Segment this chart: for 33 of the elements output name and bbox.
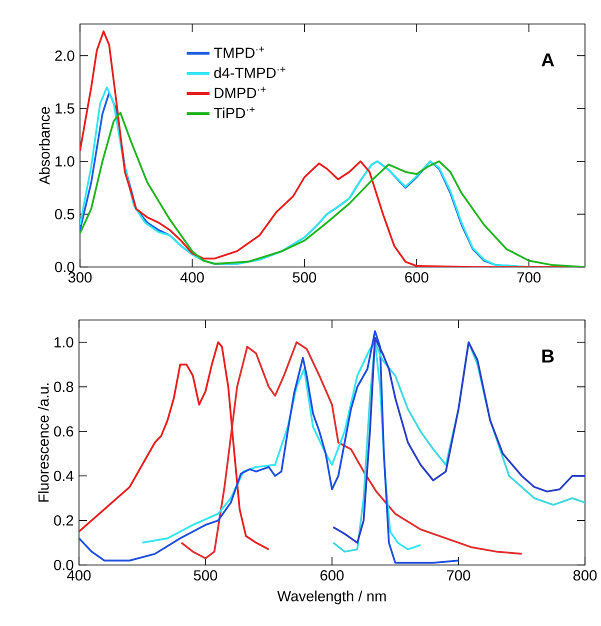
x-tick-label: 400 — [67, 570, 91, 581]
y-tick-label: 0.8 — [54, 382, 74, 392]
x-tick-label: 600 — [320, 570, 344, 581]
y-tick-label: 1.0 — [56, 156, 74, 167]
x-axis-title: Wavelength / nm — [277, 590, 386, 604]
x-tick-label: 700 — [447, 570, 470, 581]
y-tick-label: 0.0 — [54, 560, 74, 570]
x-tick-label: 600 — [405, 272, 428, 283]
y-tick-label: 1.0 — [54, 337, 74, 348]
y-axis-title: Absorbance — [38, 107, 50, 185]
y-tick-label: 0.0 — [55, 262, 74, 272]
x-tick-label: 800 — [573, 570, 597, 581]
x-tick-label: 300 — [68, 272, 92, 283]
x-tick-label: 500 — [292, 272, 316, 283]
line-series — [180, 341, 523, 560]
legend-label: d4-TMPD$^{·+}$ — [214, 66, 286, 78]
y-tick-label: 2.0 — [55, 50, 74, 61]
x-tick-label: 500 — [194, 570, 218, 581]
x-tick-label: 400 — [180, 272, 204, 283]
legend-label: TiPD$^{·+}$ — [214, 106, 255, 118]
y-axis-title: Fluorescence /a.u. — [38, 384, 49, 502]
y-tick-label: 0.6 — [54, 426, 74, 437]
annotation: B — [542, 350, 554, 362]
y-tick-label: 0.5 — [55, 208, 74, 220]
annotation: A — [542, 53, 554, 66]
line-series — [141, 341, 422, 550]
y-tick-label: 0.4 — [54, 470, 74, 482]
legend-label: DMPD$^{·+}$ — [214, 86, 266, 98]
y-tick-label: 0.2 — [54, 515, 74, 526]
x-tick-label: 700 — [517, 272, 541, 283]
line-series — [79, 330, 460, 564]
legend-label: TMPD$^{·+}$ — [214, 46, 264, 58]
y-tick-label: 1.5 — [56, 103, 74, 114]
